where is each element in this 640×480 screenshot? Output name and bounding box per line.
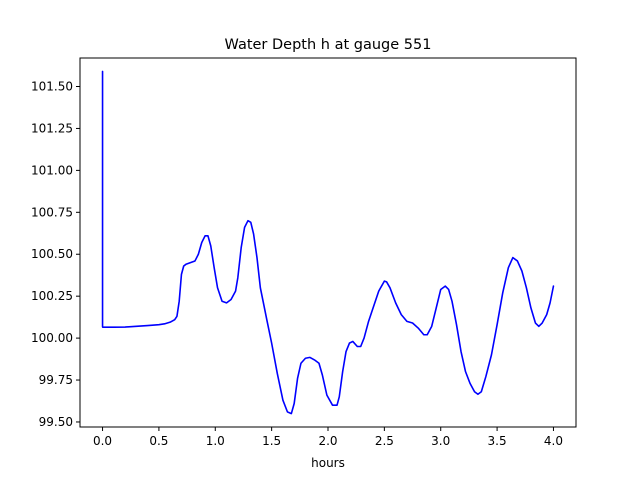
plot-area (80, 58, 576, 427)
x-tick-label: 1.5 (262, 434, 281, 448)
x-tick-label: 4.0 (544, 434, 563, 448)
y-tick-label: 99.75 (39, 373, 73, 387)
y-tick-label: 100.75 (31, 205, 73, 219)
x-tick-label: 0.5 (149, 434, 168, 448)
y-tick-label: 101.25 (31, 121, 73, 135)
series-layer (101, 70, 555, 415)
y-tick-label: 99.50 (39, 415, 73, 429)
x-tick-label: 1.0 (206, 434, 225, 448)
series-line-0 (101, 70, 555, 415)
x-tick-label: 3.5 (488, 434, 507, 448)
x-tick-label: 2.0 (318, 434, 337, 448)
x-axis-label: hours (311, 456, 345, 470)
y-tick-label: 100.25 (31, 289, 73, 303)
y-axis: 99.50 99.75 100.00 100.25 100.50 100.75 101.00… (31, 80, 80, 429)
x-axis: 0.0 0.5 1.0 1.5 2.0 2.5 3.0 3.5 4.0 (93, 427, 563, 448)
y-tick-label: 100.50 (31, 247, 73, 261)
y-tick-label: 101.50 (31, 80, 73, 94)
x-tick-label: 3.0 (431, 434, 450, 448)
x-tick-label: 0.0 (93, 434, 112, 448)
y-tick-label: 101.00 (31, 163, 73, 177)
chart-title: Water Depth h at gauge 551 (225, 37, 432, 53)
x-tick-label: 2.5 (375, 434, 394, 448)
y-tick-label: 100.00 (31, 331, 73, 345)
